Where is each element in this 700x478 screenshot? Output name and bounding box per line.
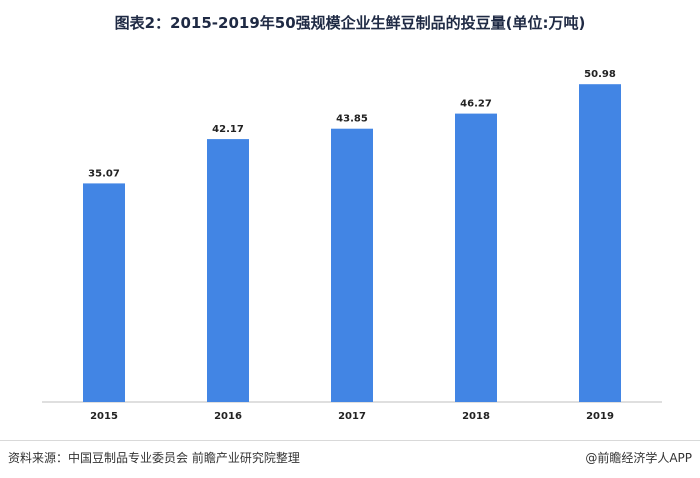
bar-chart: 35.07 2015 42.17 2016 43.85 2017 46.27 2018 50.9… [42, 69, 662, 422]
x-tick-2017: 2017 [338, 411, 366, 422]
value-label-2018: 46.27 [460, 99, 492, 110]
bar-2017 [331, 128, 373, 402]
bar-2015 [83, 183, 125, 402]
bar-2018 [455, 113, 497, 402]
bar-2016 [207, 139, 249, 402]
footer: 资料来源：中国豆制品专业委员会 前瞻产业研究院整理 @前瞻经济学人APP [0, 440, 700, 478]
x-tick-2015: 2015 [90, 411, 118, 422]
value-label-2019: 50.98 [584, 69, 616, 80]
source-note: 资料来源：中国豆制品专业委员会 前瞻产业研究院整理 [8, 451, 300, 465]
x-tick-2016: 2016 [214, 411, 242, 422]
bars-group: 35.07 2015 42.17 2016 43.85 2017 46.27 2018 50.9… [83, 69, 621, 422]
x-tick-2018: 2018 [462, 411, 490, 422]
x-tick-2019: 2019 [586, 411, 614, 422]
value-label-2016: 42.17 [212, 124, 244, 135]
chart-title: 图表2：2015-2019年50强规模企业生鲜豆制品的投豆量(单位:万吨) [114, 14, 586, 32]
bar-2019 [579, 84, 621, 402]
brand-credit: @前瞻经济学人APP [585, 451, 692, 465]
value-label-2015: 35.07 [88, 168, 120, 179]
value-label-2017: 43.85 [336, 114, 368, 125]
